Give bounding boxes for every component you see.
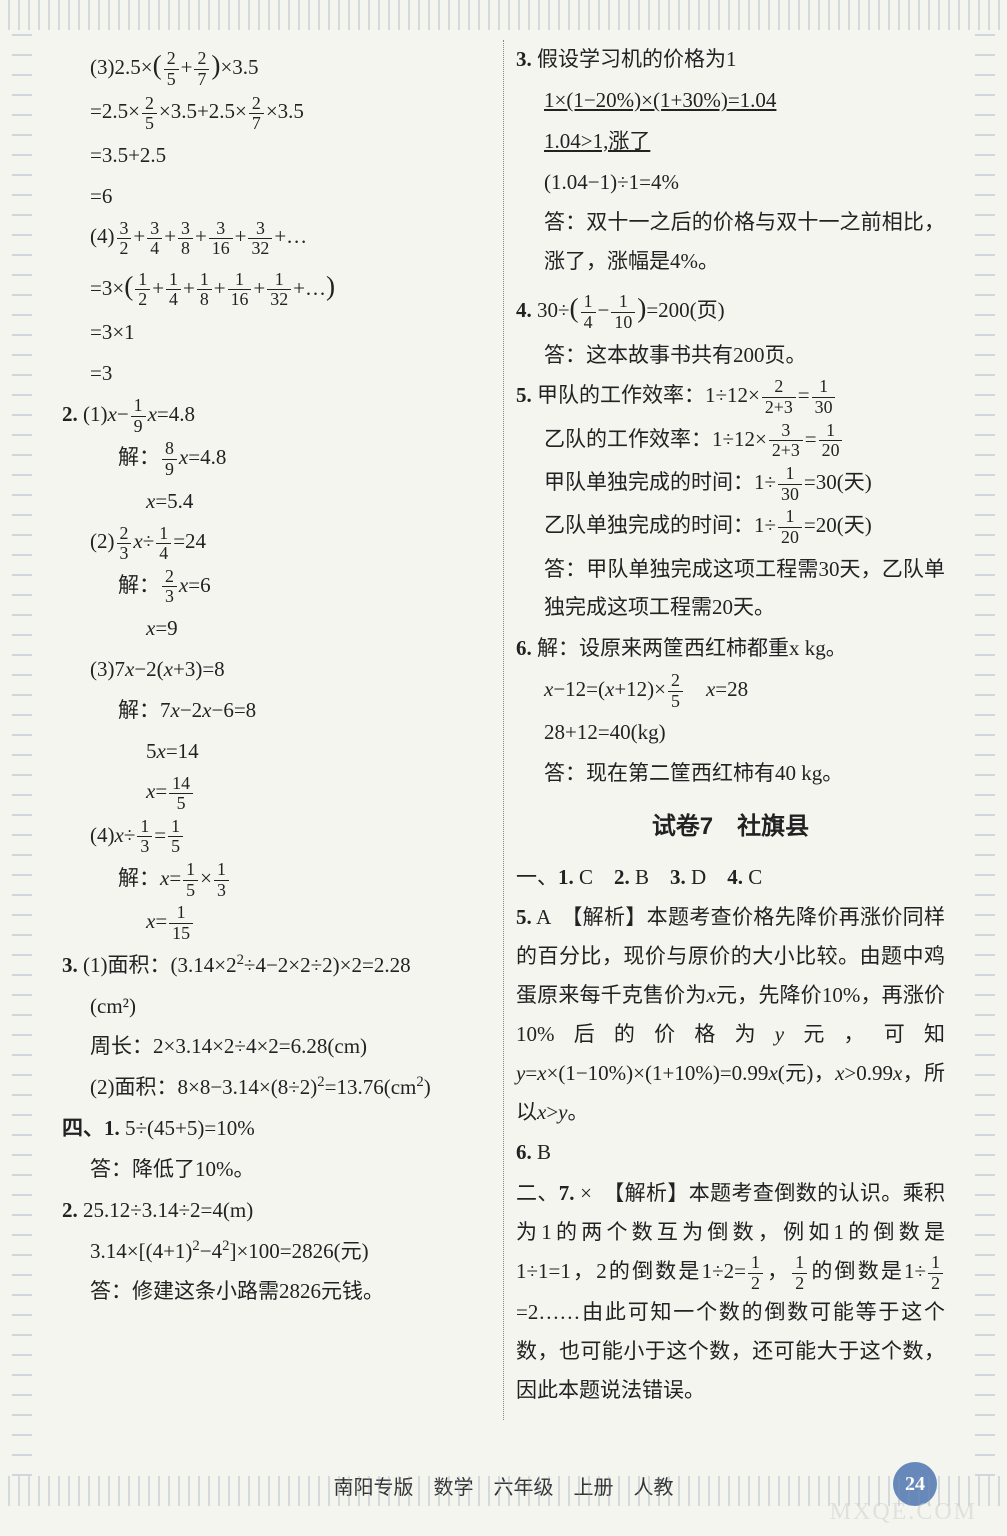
math-line: x=115	[62, 902, 491, 943]
question-3: 3. (1)面积：(3.14×22÷4−2×2÷2)×2=2.28	[62, 946, 491, 985]
answer-6: 6. B	[516, 1133, 945, 1172]
question-2: 2. (1)x−19x=4.8	[62, 395, 491, 436]
math-line: (4)x÷13=15	[62, 816, 491, 857]
math-line: =3×1	[62, 313, 491, 352]
question-4-1: 四、1. 5÷(45+5)=10%	[62, 1109, 491, 1148]
analysis-5: 5. A 【解析】本题考查价格先降价再涨价同样的百分比，现价与原价的大小比较。由…	[516, 898, 945, 1131]
question-6r: 6. 解：设原来两筐西红柿都重x kg。	[516, 629, 945, 668]
math-line: =2.5×25×3.5+2.5×27×3.5	[62, 92, 491, 133]
math-line: 5x=14	[62, 732, 491, 771]
answer-line: 答：这本故事书共有200页。	[516, 336, 945, 375]
answer-line: 答：修建这条小路需2826元钱。	[62, 1272, 491, 1311]
answer-line: 答：现在第二筐西红柿有40 kg。	[516, 754, 945, 793]
math-line: x=145	[62, 772, 491, 813]
mc-answers: 一、1. C 2. B 3. D 4. C	[516, 858, 945, 897]
math-line: 28+12=40(kg)	[516, 713, 945, 752]
question-4-2: 2. 25.12÷3.14÷2=4(m)	[62, 1191, 491, 1230]
question-5r: 5. 甲队的工作效率：1÷12×22+3=130	[516, 376, 945, 417]
math-line: 解：7x−2x−6=8	[62, 691, 491, 730]
content-columns: (3)2.5×(25+27)×3.5 =2.5×25×3.5+2.5×27×3.…	[50, 40, 957, 1420]
math-line: =6	[62, 177, 491, 216]
answer-line: 答：降低了10%。	[62, 1150, 491, 1189]
answer-line: 答：甲队单独完成这项工程需30天，乙队单独完成这项工程需20天。	[516, 550, 945, 628]
analysis-7: 二、7. × 【解析】本题考查倒数的认识。乘积为1的两个数互为倒数，例如1的倒数…	[516, 1174, 945, 1410]
math-line: 周长：2×3.14×2÷4×2=6.28(cm)	[62, 1027, 491, 1066]
math-line: 解：23x=6	[62, 566, 491, 607]
math-line: 甲队单独完成的时间：1÷130=30(天)	[516, 463, 945, 504]
math-line: 1.04>1,涨了	[516, 122, 945, 161]
question-4r: 4. 30÷(14−110)=200(页)	[516, 283, 945, 333]
math-line: (3)2.5×(25+27)×3.5	[62, 40, 491, 90]
math-line: 解：x=15×13	[62, 859, 491, 900]
math-line: (3)7x−2(x+3)=8	[62, 650, 491, 689]
math-line: (2)23x÷14=24	[62, 522, 491, 563]
math-line: =3×(12+14+18+116+132+…)	[62, 261, 491, 311]
wavy-border-right	[975, 30, 995, 1476]
answer-line: 答：双十一之后的价格与双十一之前相比，涨了，涨幅是4%。	[516, 203, 945, 281]
right-column: 3. 假设学习机的价格为1 1×(1−20%)×(1+30%)=1.04 1.0…	[504, 40, 957, 1420]
test-title: 试卷7 社旗县	[516, 805, 945, 849]
page-root: (3)2.5×(25+27)×3.5 =2.5×25×3.5+2.5×27×3.…	[0, 0, 1007, 1536]
math-line: x=9	[62, 609, 491, 648]
math-line: 1×(1−20%)×(1+30%)=1.04	[516, 81, 945, 120]
watermark: MXQE.COM	[830, 1499, 977, 1526]
math-line: (4)32+34+38+316+332+…	[62, 217, 491, 258]
math-line: 3.14×[(4+1)2−42]×100=2826(元)	[62, 1232, 491, 1271]
math-line: (1.04−1)÷1=4%	[516, 163, 945, 202]
math-line: =3	[62, 354, 491, 393]
math-line: 乙队单独完成的时间：1÷120=20(天)	[516, 506, 945, 547]
math-line: 乙队的工作效率：1÷12×32+3=120	[516, 420, 945, 461]
math-line: 解：89x=4.8	[62, 438, 491, 479]
question-3r: 3. 假设学习机的价格为1	[516, 40, 945, 79]
left-column: (3)2.5×(25+27)×3.5 =2.5×25×3.5+2.5×27×3.…	[50, 40, 504, 1420]
wavy-border-left	[12, 30, 32, 1476]
math-line: (2)面积：8×8−3.14×(8÷2)2=13.76(cm2)	[62, 1068, 491, 1107]
math-line: (cm²)	[62, 987, 491, 1026]
math-line: x=5.4	[62, 482, 491, 521]
decoration-top	[0, 0, 1007, 30]
math-line: =3.5+2.5	[62, 136, 491, 175]
math-line: x−12=(x+12)×25 x=28	[516, 670, 945, 711]
